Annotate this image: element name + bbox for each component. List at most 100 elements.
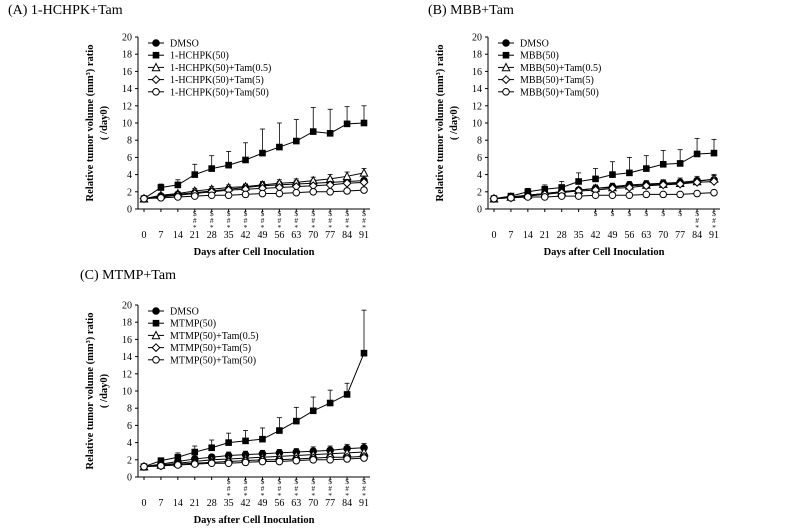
significance-mark: $ xyxy=(362,209,366,218)
x-tick-label: 77 xyxy=(325,498,335,509)
x-tick-label: 42 xyxy=(241,230,251,241)
y-tick-label: 20 xyxy=(122,33,132,44)
data-point xyxy=(343,120,351,128)
data-point xyxy=(540,193,549,201)
significance-mark: $ xyxy=(695,209,699,218)
legend-label: MTMP(50)+Tam(5) xyxy=(170,343,251,354)
data-point xyxy=(225,161,232,169)
data-point xyxy=(275,189,284,198)
y-tick-label: 20 xyxy=(472,33,482,44)
y-tick-label: 14 xyxy=(122,84,132,95)
data-point xyxy=(190,192,199,200)
legend-label: 1-HCHPK(50)+Tam(0.5) xyxy=(170,63,271,74)
y-tick-label: 16 xyxy=(472,67,482,78)
legend-label: MTMP(50)+Tam(0.5) xyxy=(170,331,259,342)
significance-mark: $ xyxy=(244,209,248,218)
significance-mark: $ xyxy=(611,209,615,218)
y-axis-label: Relative tumor volume (mm³) ratio xyxy=(85,313,96,470)
significance-mark: * xyxy=(294,491,298,500)
data-point xyxy=(557,192,566,200)
legend-marker xyxy=(152,39,160,47)
x-tick-label: 21 xyxy=(190,230,200,241)
legend-marker xyxy=(151,62,161,72)
data-point xyxy=(174,193,182,201)
data-point xyxy=(190,460,199,468)
panel-a-title: (A) 1-HCHPK+Tam xyxy=(8,3,123,18)
data-point xyxy=(224,459,233,468)
data-point xyxy=(157,194,165,202)
y-tick-label: 0 xyxy=(477,205,482,216)
significance-mark: $ xyxy=(678,209,682,218)
legend-label: DMSO xyxy=(170,307,199,318)
legend-label: MBB(50) xyxy=(520,51,559,62)
y-tick-label: 10 xyxy=(472,119,482,130)
significance-mark: # xyxy=(328,484,332,493)
data-point xyxy=(343,391,351,398)
significance-mark: $ xyxy=(644,209,648,218)
legend-label: MBB(50)+Tam(50) xyxy=(520,87,599,98)
x-tick-label: 70 xyxy=(308,498,318,509)
y-axis-label: Relative tumor volume (mm³) ratio xyxy=(85,45,96,202)
data-point xyxy=(157,462,165,470)
legend-marker xyxy=(502,88,510,96)
significance-mark: $ xyxy=(328,477,332,486)
y-tick-label: 10 xyxy=(122,387,132,398)
legend: DMSOMTMP(50)MTMP(50)+Tam(0.5)MTMP(50)+Ta… xyxy=(148,307,259,366)
data-point xyxy=(624,182,634,193)
data-point xyxy=(524,193,532,201)
significance-mark: # xyxy=(311,216,315,225)
data-point xyxy=(709,176,719,186)
data-point xyxy=(359,167,369,177)
significance-mark: * xyxy=(193,223,197,232)
data-point xyxy=(191,171,199,178)
x-tick-label: 21 xyxy=(190,498,200,509)
x-tick-label: 84 xyxy=(342,230,352,241)
data-point xyxy=(259,149,266,157)
data-point xyxy=(626,169,633,177)
y-tick-label: 18 xyxy=(472,50,482,61)
legend-label: DMSO xyxy=(520,39,549,50)
data-point xyxy=(174,453,182,461)
x-tick-label: 91 xyxy=(709,230,719,241)
significance-mark: # xyxy=(227,216,231,225)
data-point xyxy=(259,435,266,443)
significance-mark: # xyxy=(362,216,366,225)
y-tick-label: 18 xyxy=(122,50,132,61)
data-point xyxy=(490,194,498,203)
significance-mark: * xyxy=(227,223,231,232)
significance-mark: $ xyxy=(278,477,282,486)
x-tick-label: 49 xyxy=(607,230,617,241)
significance-mark: # xyxy=(244,484,248,493)
x-tick-label: 42 xyxy=(241,498,251,509)
legend-marker xyxy=(502,39,510,47)
x-tick-label: 0 xyxy=(492,230,497,241)
data-point xyxy=(258,189,267,198)
data-point xyxy=(224,191,233,200)
data-point xyxy=(241,458,250,467)
significance-mark: $ xyxy=(294,209,298,218)
significance-mark: # xyxy=(210,216,214,225)
data-point xyxy=(258,457,267,466)
significance-mark: * xyxy=(244,223,248,232)
x-axis-label: Days after Cell Inoculation xyxy=(194,515,315,526)
legend-marker xyxy=(151,75,161,85)
data-point xyxy=(360,186,368,194)
data-point xyxy=(575,178,582,185)
data-point xyxy=(693,189,701,198)
x-tick-label: 84 xyxy=(342,498,352,509)
significance-mark: # xyxy=(261,216,265,225)
data-point xyxy=(592,175,599,183)
significance-mark: # xyxy=(311,484,315,493)
data-point xyxy=(692,177,702,187)
significance-mark: $ xyxy=(261,209,265,218)
y-tick-label: 6 xyxy=(127,153,132,164)
significance-mark: * xyxy=(328,491,332,500)
legend-label: MTMP(50) xyxy=(170,319,216,330)
y-tick-label: 0 xyxy=(127,473,132,484)
data-point xyxy=(207,459,216,468)
data-point xyxy=(275,457,284,466)
significance-mark: * xyxy=(695,223,699,232)
data-point xyxy=(241,190,250,199)
x-tick-label: 28 xyxy=(207,230,217,241)
y-tick-label: 6 xyxy=(127,421,132,432)
